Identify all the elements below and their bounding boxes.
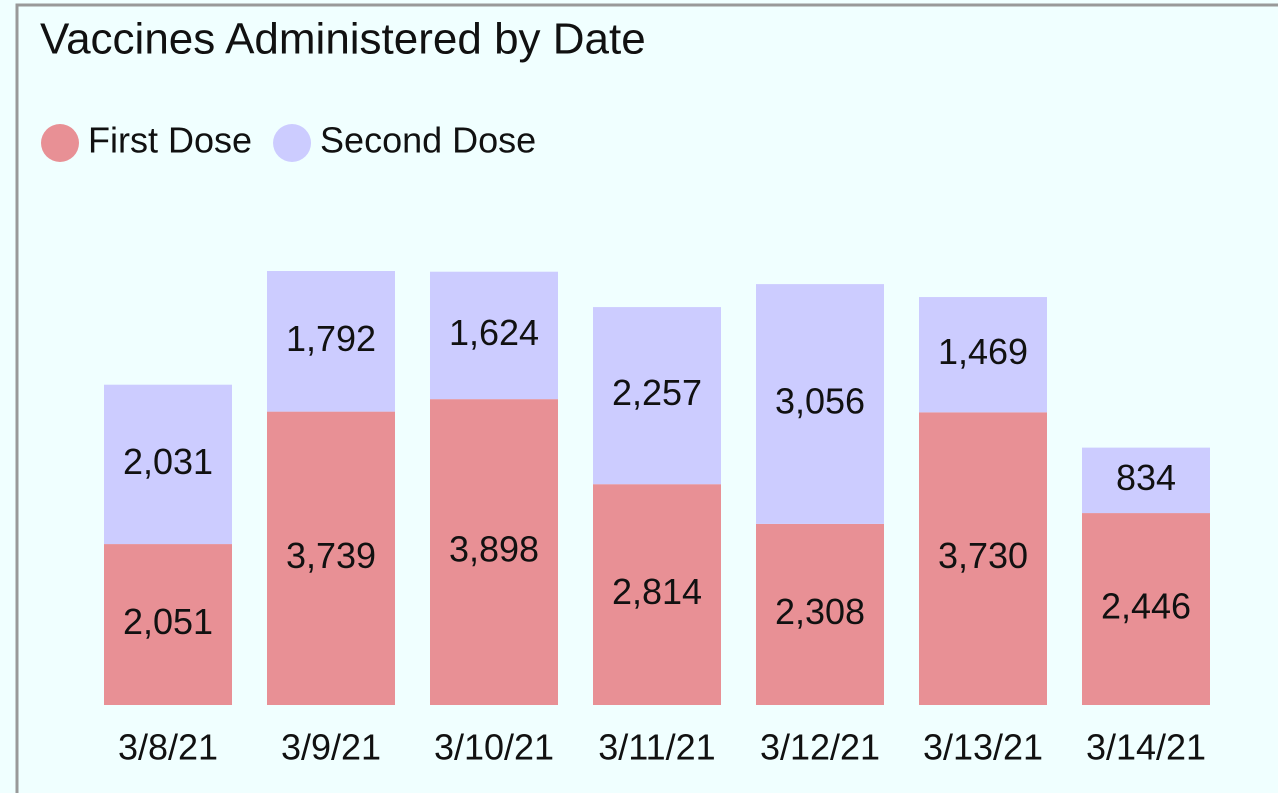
bar-segment bbox=[919, 297, 1047, 413]
value-label: 1,469 bbox=[938, 331, 1028, 372]
bar-segment bbox=[1082, 513, 1210, 705]
bar-segment bbox=[919, 412, 1047, 705]
bar-segment bbox=[593, 484, 721, 705]
bar-segment bbox=[593, 307, 721, 485]
legend-label: First Dose bbox=[88, 120, 252, 161]
x-tick-label: 3/10/21 bbox=[434, 727, 554, 768]
chart-title: Vaccines Administered by Date bbox=[40, 15, 646, 64]
value-label: 1,624 bbox=[449, 312, 539, 353]
bar-segment bbox=[1082, 447, 1210, 514]
value-label: 1,792 bbox=[286, 318, 376, 359]
bar-segment bbox=[756, 284, 884, 524]
legend-label: Second Dose bbox=[320, 120, 536, 161]
x-tick-label: 3/14/21 bbox=[1086, 727, 1206, 768]
value-label: 3,056 bbox=[775, 381, 865, 422]
value-label: 834 bbox=[1116, 457, 1176, 498]
bar-segment bbox=[104, 384, 232, 545]
x-tick-label: 3/11/21 bbox=[598, 727, 715, 768]
value-label: 2,308 bbox=[775, 591, 865, 632]
value-label: 2,051 bbox=[123, 601, 213, 642]
x-tick-label: 3/9/21 bbox=[281, 727, 381, 768]
value-label: 2,814 bbox=[612, 571, 702, 612]
bar-segment bbox=[104, 544, 232, 705]
legend-swatch bbox=[273, 124, 312, 162]
x-tick-label: 3/8/21 bbox=[118, 727, 218, 768]
value-label: 2,257 bbox=[612, 372, 702, 413]
value-label: 2,031 bbox=[123, 441, 213, 482]
bar-segment bbox=[267, 411, 395, 705]
x-tick-label: 3/13/21 bbox=[923, 727, 1043, 768]
bar-segment bbox=[267, 271, 395, 412]
legend-swatch bbox=[41, 124, 79, 162]
bar-segment bbox=[430, 399, 558, 705]
value-label: 2,446 bbox=[1101, 586, 1191, 627]
value-label: 3,898 bbox=[449, 529, 539, 570]
value-label: 3,730 bbox=[938, 535, 1028, 576]
value-label: 3,739 bbox=[286, 535, 376, 576]
bar-segment bbox=[756, 523, 884, 705]
x-tick-label: 3/12/21 bbox=[760, 727, 880, 768]
bar-segment bbox=[430, 271, 558, 400]
